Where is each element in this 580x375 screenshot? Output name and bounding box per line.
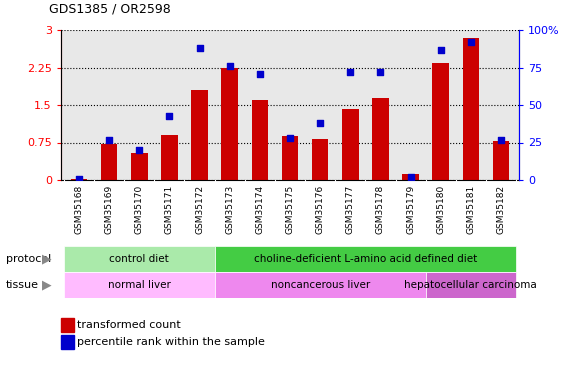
Bar — [372, 98, 389, 180]
Text: percentile rank within the sample: percentile rank within the sample — [77, 337, 265, 346]
Point — [346, 69, 355, 75]
Text: hepatocellular carcinoma: hepatocellular carcinoma — [404, 280, 537, 290]
Bar — [71, 179, 87, 180]
Bar — [342, 109, 358, 180]
Text: GSM35170: GSM35170 — [135, 185, 144, 234]
Point — [104, 136, 114, 142]
Bar — [215, 246, 516, 272]
Text: GSM35173: GSM35173 — [225, 185, 234, 234]
Text: GSM35179: GSM35179 — [406, 185, 415, 234]
Bar — [433, 63, 449, 180]
Point — [165, 112, 174, 118]
Bar — [131, 153, 147, 180]
Text: GSM35180: GSM35180 — [436, 185, 445, 234]
Bar — [426, 272, 516, 298]
Bar — [463, 38, 479, 180]
Text: GSM35176: GSM35176 — [316, 185, 325, 234]
Bar — [403, 174, 419, 180]
Text: GSM35178: GSM35178 — [376, 185, 385, 234]
Text: tissue: tissue — [6, 280, 39, 290]
Text: GSM35169: GSM35169 — [104, 185, 114, 234]
Point — [496, 136, 506, 142]
Text: GSM35171: GSM35171 — [165, 185, 174, 234]
Bar — [64, 246, 215, 272]
Point — [225, 63, 234, 69]
Point — [74, 176, 84, 181]
Bar — [493, 141, 509, 180]
Point — [376, 69, 385, 75]
Text: GSM35175: GSM35175 — [285, 185, 295, 234]
Text: ▶: ▶ — [42, 279, 52, 291]
Bar — [312, 139, 328, 180]
Bar — [161, 135, 177, 180]
Point — [285, 135, 295, 141]
Point — [406, 174, 415, 180]
Bar — [222, 68, 238, 180]
Point — [195, 45, 204, 51]
Text: ▶: ▶ — [42, 252, 52, 265]
Text: GSM35177: GSM35177 — [346, 185, 355, 234]
Text: GSM35172: GSM35172 — [195, 185, 204, 234]
Text: control diet: control diet — [110, 254, 169, 264]
Text: protocol: protocol — [6, 254, 51, 264]
Bar — [191, 90, 208, 180]
Bar — [215, 272, 426, 298]
Text: GDS1385 / OR2598: GDS1385 / OR2598 — [49, 2, 171, 15]
Bar — [101, 144, 117, 180]
Text: transformed count: transformed count — [77, 320, 181, 330]
Text: GSM35168: GSM35168 — [74, 185, 84, 234]
Point — [316, 120, 325, 126]
Text: GSM35182: GSM35182 — [496, 185, 506, 234]
Text: noncancerous liver: noncancerous liver — [270, 280, 370, 290]
Text: choline-deficient L-amino acid defined diet: choline-deficient L-amino acid defined d… — [253, 254, 477, 264]
Text: GSM35174: GSM35174 — [255, 185, 264, 234]
Bar — [282, 136, 298, 180]
Text: GSM35181: GSM35181 — [466, 185, 476, 234]
Bar — [64, 272, 215, 298]
Point — [466, 39, 476, 45]
Text: normal liver: normal liver — [108, 280, 171, 290]
Bar — [252, 100, 268, 180]
Point — [255, 70, 264, 76]
Point — [135, 147, 144, 153]
Point — [436, 46, 445, 53]
